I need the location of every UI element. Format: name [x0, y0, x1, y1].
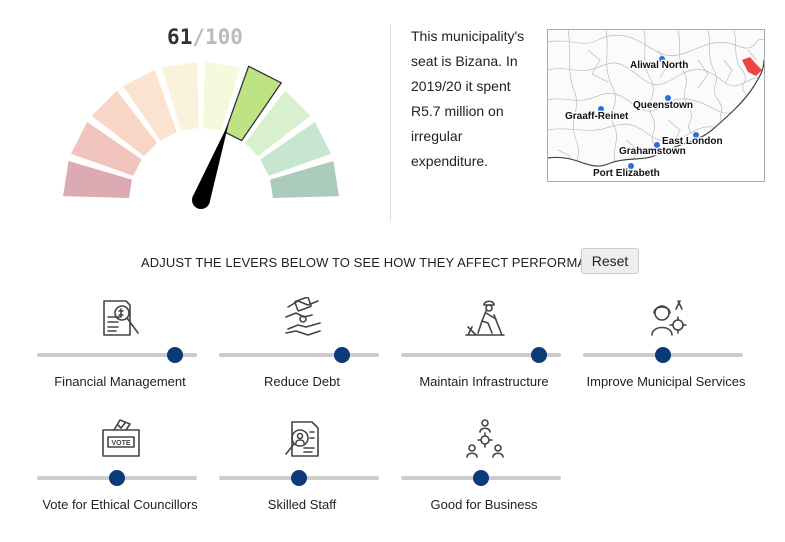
lever-instructions: ADJUST THE LEVERS BELOW TO SEE HOW THEY … — [141, 255, 614, 270]
score-readout: 61/100 — [50, 25, 360, 49]
municipality-map: Aliwal North Queenstown Graaff-Reinet Ea… — [547, 29, 765, 182]
lever-financial-management: Financial Management — [30, 297, 210, 397]
city-dot — [654, 142, 660, 148]
lever-controls-header: ADJUST THE LEVERS BELOW TO SEE HOW THEY … — [0, 248, 785, 276]
lever-track[interactable] — [401, 470, 561, 486]
lever-label: Reduce Debt — [264, 374, 340, 389]
lever-track[interactable] — [37, 470, 197, 486]
performance-gauge: 61/100 — [50, 20, 360, 220]
lever-label: Skilled Staff — [267, 497, 337, 512]
lever-track[interactable] — [401, 347, 561, 363]
score-max: 100 — [205, 25, 243, 49]
gauge-segment — [162, 62, 199, 131]
coastline — [548, 59, 764, 167]
resume-icon — [285, 421, 319, 457]
score-separator: / — [192, 25, 205, 49]
reset-button[interactable]: Reset — [581, 248, 639, 274]
gauge-segment — [224, 65, 283, 142]
lever-improve-municipal-services: Improve Municipal Services — [576, 297, 756, 397]
city-label: Port Elizabeth — [593, 168, 660, 179]
lever-good-for-business: Good for Business — [394, 418, 574, 518]
gauge-segment — [203, 62, 240, 131]
lever-knob[interactable] — [530, 347, 547, 363]
ocean — [548, 60, 764, 181]
city-label: Aliwal North — [630, 60, 688, 71]
svg-text:VOTE: VOTE — [111, 440, 130, 447]
city-dot — [665, 95, 671, 101]
score-value: 61 — [167, 25, 193, 49]
lever-maintain-infrastructure: Maintain Infrastructure — [394, 297, 574, 397]
district-borders — [548, 30, 764, 181]
city-label: Grahamstown — [619, 146, 686, 157]
lever-label: Improve Municipal Services — [586, 374, 746, 389]
service-support-icon — [651, 300, 687, 336]
gauge-segment — [63, 161, 132, 198]
business-network-icon — [466, 419, 504, 458]
gauge-segment — [244, 90, 311, 157]
city-dot — [693, 132, 699, 138]
lever-label: Vote for Ethical Councillors — [42, 497, 198, 512]
city-label: East London — [662, 136, 723, 147]
lever-label: Good for Business — [430, 497, 538, 512]
city-dots — [598, 56, 699, 169]
city-dot — [659, 56, 665, 62]
city-label: Queenstown — [633, 100, 693, 111]
gauge-segment — [70, 122, 142, 176]
lever-knob[interactable] — [291, 470, 307, 486]
gauge-segment — [91, 90, 158, 157]
gauge-segment — [123, 69, 177, 141]
financial-report-icon — [103, 300, 139, 336]
lever-skilled-staff: Skilled Staff — [212, 418, 392, 518]
gauge-hub — [192, 191, 210, 209]
debt-handshake-icon — [285, 297, 321, 336]
lever-knob[interactable] — [473, 470, 489, 486]
lever-knob[interactable] — [166, 347, 183, 363]
gauge-dial — [63, 62, 339, 209]
ballot-box-icon: VOTE — [102, 419, 140, 457]
lever-label: Maintain Infrastructure — [419, 374, 549, 389]
gauge-segment — [260, 122, 332, 176]
gauge-needle — [192, 122, 229, 204]
gauge-segment — [270, 161, 339, 198]
lever-track[interactable] — [583, 347, 743, 363]
lever-reduce-debt: Reduce Debt — [212, 297, 392, 397]
divider — [390, 24, 391, 221]
municipality-description: This municipality's seat is Bizana. In 2… — [411, 28, 525, 169]
lever-knob[interactable] — [334, 347, 351, 363]
lever-knob[interactable] — [655, 347, 671, 363]
city-dot — [598, 106, 604, 112]
bizana-highlight — [742, 57, 762, 76]
lever-track[interactable] — [219, 347, 379, 363]
city-dot — [628, 163, 634, 169]
lever-vote-for-ethical-councillors: VOTE Vote for Ethical Councillors — [30, 418, 210, 518]
map-canvas: Aliwal North Queenstown Graaff-Reinet Ea… — [548, 30, 764, 181]
lever-knob[interactable] — [109, 470, 125, 486]
city-label: Graaff-Reinet — [565, 111, 629, 122]
lever-label: Financial Management — [54, 374, 186, 389]
construction-worker-icon — [465, 300, 505, 336]
lever-track[interactable] — [37, 347, 197, 363]
lever-track[interactable] — [219, 470, 379, 486]
